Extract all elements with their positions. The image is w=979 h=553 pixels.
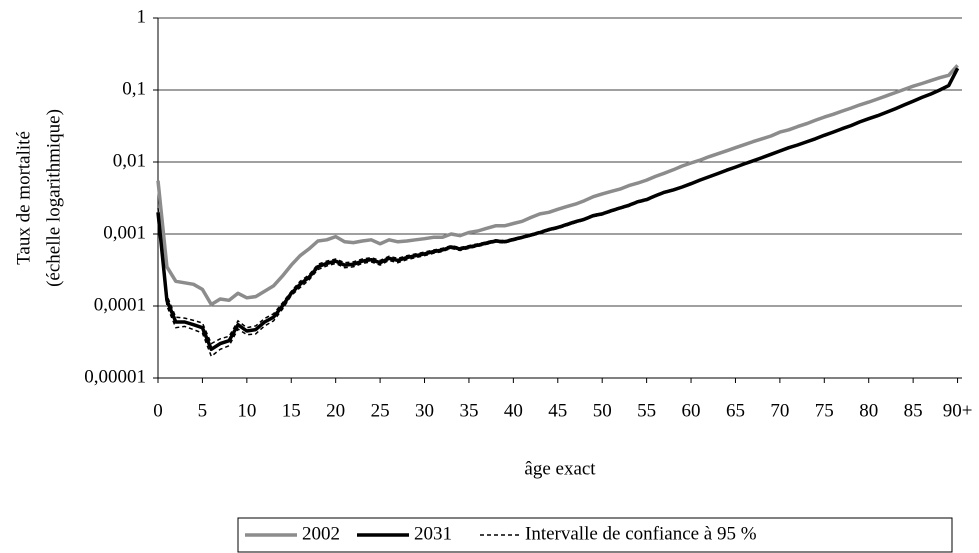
x-tick-label: 45 bbox=[548, 400, 567, 421]
x-tick-label: 0 bbox=[153, 400, 163, 421]
legend-box bbox=[237, 517, 953, 553]
y-tick-label: 0,0001 bbox=[94, 294, 146, 315]
y-tick-label: 0,001 bbox=[103, 222, 146, 243]
x-tick-label: 15 bbox=[282, 400, 301, 421]
legend-label: Intervalle de confiance à 95 % bbox=[525, 523, 757, 544]
x-tick-label: 30 bbox=[415, 400, 434, 421]
x-tick-label: 80 bbox=[859, 400, 878, 421]
y-axis-title: (échelle logarithmique) bbox=[43, 109, 64, 287]
y-tick-label: 0,1 bbox=[122, 78, 146, 99]
x-tick-label: 75 bbox=[815, 400, 834, 421]
x-tick-label: 65 bbox=[726, 400, 745, 421]
x-tick-label: 5 bbox=[198, 400, 208, 421]
x-tick-label: 40 bbox=[504, 400, 523, 421]
legend-label: 2031 bbox=[414, 523, 452, 544]
series-line bbox=[156, 64, 959, 307]
y-tick-label: 1 bbox=[137, 6, 147, 27]
x-axis-title: âge exact bbox=[524, 458, 596, 479]
x-tick-label: 70 bbox=[770, 400, 789, 421]
x-tick-label: 10 bbox=[237, 400, 256, 421]
y-tick-label: 0,00001 bbox=[84, 366, 146, 387]
x-tick-label: 85 bbox=[904, 400, 923, 421]
x-tick-label: 35 bbox=[459, 400, 478, 421]
x-tick-label: 50 bbox=[593, 400, 612, 421]
ci-upper bbox=[157, 67, 959, 345]
x-tick-label: 25 bbox=[371, 400, 390, 421]
y-tick-label: 0,01 bbox=[113, 150, 146, 171]
y-axis-title: Taux de mortalité bbox=[13, 131, 34, 265]
x-tick-label: 55 bbox=[637, 400, 656, 421]
ci-lower bbox=[157, 67, 959, 358]
x-tick-label: 60 bbox=[682, 400, 701, 421]
x-tick-label: 20 bbox=[326, 400, 345, 421]
x-tick-label: 90+ bbox=[943, 400, 973, 421]
legend-label: 2002 bbox=[302, 523, 340, 544]
